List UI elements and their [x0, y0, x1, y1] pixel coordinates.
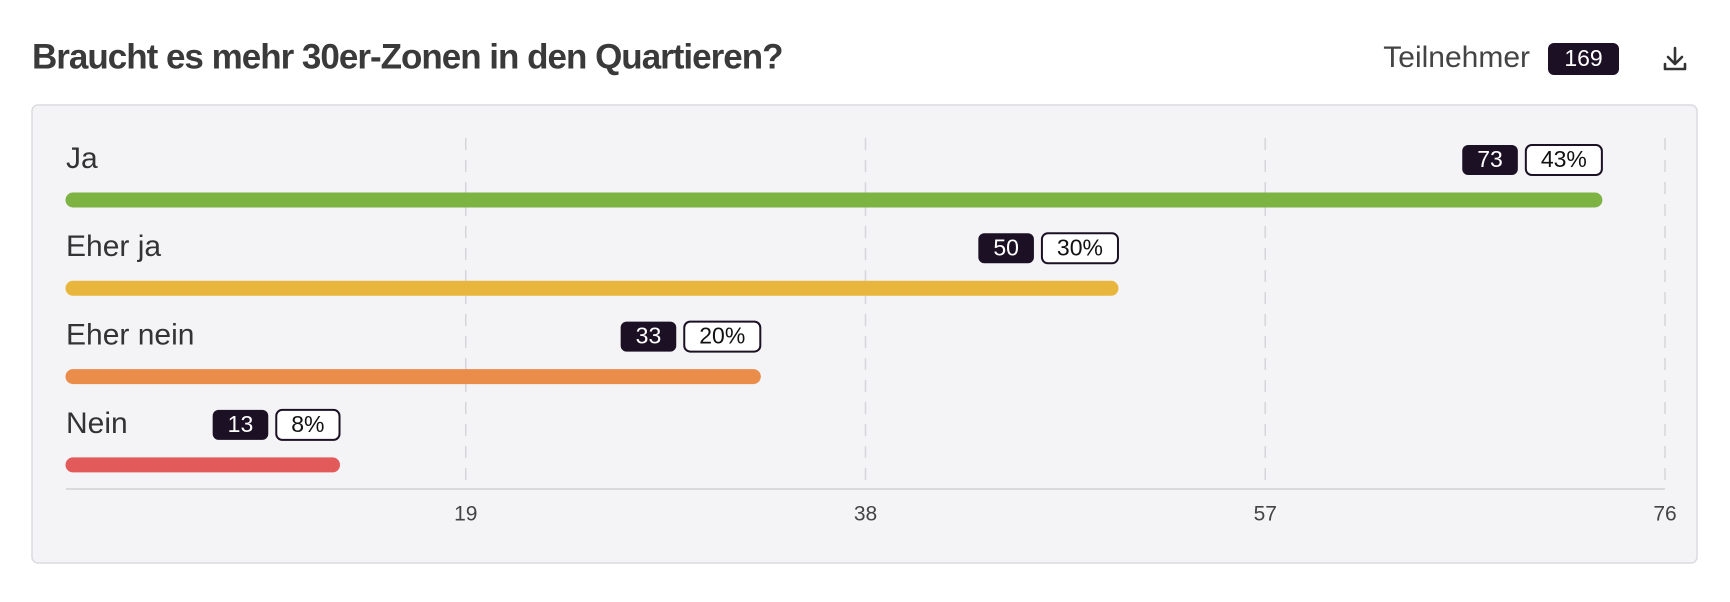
percentage-badge: [1524, 144, 1603, 176]
x-tick-label: 19: [454, 503, 477, 526]
value-label: 33: [636, 323, 662, 349]
value-badge: [620, 321, 677, 352]
value-label: 73: [1477, 146, 1503, 172]
percentage-label: 8%: [291, 411, 324, 437]
x-tick-label: 57: [1254, 503, 1277, 526]
percentage-badge: [1040, 232, 1119, 265]
x-tick-label: 76: [1653, 503, 1676, 526]
category-label: Eher nein: [66, 319, 194, 352]
value-badge: [1462, 145, 1518, 175]
percentage-label: 20%: [699, 323, 745, 349]
percentage-label: 30%: [1057, 234, 1103, 260]
category-label: Eher ja: [66, 230, 161, 263]
value-label: 50: [993, 234, 1019, 260]
participants-count: 169: [1564, 45, 1602, 71]
percentage-label: 43%: [1541, 146, 1587, 172]
category-label: Ja: [66, 142, 98, 175]
value-badge: [212, 409, 269, 440]
category-label: Nein: [66, 407, 128, 440]
download-button[interactable]: [1663, 46, 1687, 71]
participants-label: Teilnehmer: [1383, 41, 1530, 74]
percentage-badge: [275, 408, 341, 441]
percentage-badge: [683, 320, 762, 353]
value-label: 13: [228, 411, 254, 437]
value-badge: [978, 233, 1034, 264]
chart-card: [31, 104, 1698, 564]
x-tick-label: 38: [854, 503, 877, 526]
participants-badge: [1548, 43, 1619, 75]
chart-title: Braucht es mehr 30er-Zonen in den Quarti…: [32, 37, 782, 76]
